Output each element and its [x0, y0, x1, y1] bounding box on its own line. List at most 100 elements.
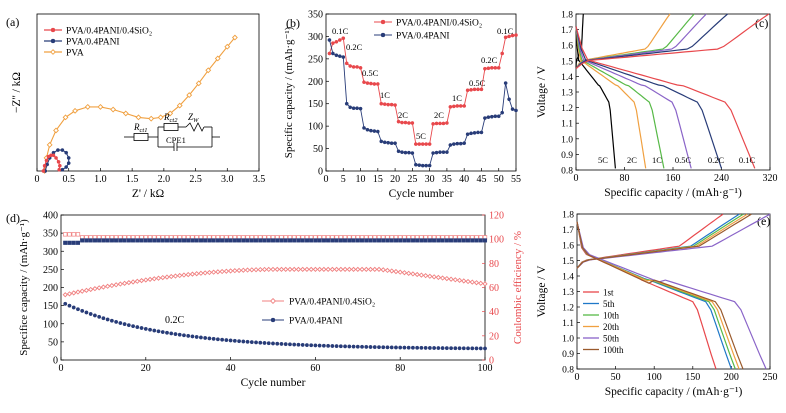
- capacity-point-sio2: [376, 266, 382, 273]
- data-point: [431, 122, 435, 126]
- capacity-point-sio2: [266, 266, 272, 273]
- data-point: [469, 87, 473, 92]
- y-axis-title: Voltage / V: [536, 265, 548, 318]
- ce-point-pani: [351, 238, 356, 243]
- data-point: [337, 38, 342, 42]
- capacity-point-pani: [326, 343, 331, 348]
- x-tick-label: 320: [763, 173, 778, 184]
- capacity-point-sio2: [202, 270, 208, 276]
- capacity-point-sio2: [177, 272, 183, 279]
- ce-point-pani: [296, 238, 301, 243]
- capacity-point-sio2: [227, 268, 234, 274]
- capacity-point-pani: [394, 345, 398, 350]
- capacity-point-sio2: [130, 279, 136, 285]
- capacity-point-sio2: [448, 276, 454, 282]
- ce-point-pani: [97, 238, 102, 243]
- data-point: [486, 115, 491, 120]
- capacity-point-sio2: [414, 271, 420, 278]
- data-point: [500, 110, 505, 115]
- x-tick-label: 30: [425, 174, 435, 185]
- capacity-point-pani: [122, 322, 127, 327]
- ce-point-pani: [398, 238, 403, 243]
- x-tick-label: 55: [511, 174, 521, 185]
- capacity-point-pani: [347, 344, 352, 349]
- legend-marker: [380, 19, 386, 25]
- capacity-point-pani: [368, 345, 373, 349]
- ce-point-pani: [131, 238, 136, 243]
- capacity-point-sio2: [338, 266, 344, 273]
- data-point: [400, 120, 404, 125]
- y-tick-label: 0.9: [562, 350, 574, 360]
- data-point: [438, 121, 442, 126]
- ce-point-pani: [71, 240, 76, 245]
- data-point: [420, 163, 425, 168]
- data-point: [195, 80, 202, 87]
- ce-point-pani: [343, 238, 348, 243]
- capacity-point-pani: [334, 344, 339, 349]
- data-point: [503, 81, 508, 85]
- chart-panel-c: 0 80 160 240 320 0.8 0.9 1.0 1.1 1.2 1.3 1.4 1.5 1.6 1…: [536, 11, 778, 200]
- capacity-point-pani: [410, 345, 415, 350]
- ce-point-pani: [169, 238, 174, 243]
- ce-point-pani: [410, 238, 415, 243]
- data-point: [493, 114, 498, 119]
- capacity-point-pani: [432, 346, 437, 350]
- data-point: [434, 121, 439, 126]
- data-point: [344, 101, 349, 106]
- circuit-label-sub: ct2: [170, 117, 179, 124]
- capacity-point-pani: [266, 341, 271, 346]
- data-point: [57, 167, 62, 172]
- discharge-curve: [576, 221, 736, 370]
- capacity-point-sio2: [155, 275, 162, 281]
- capacity-point-sio2: [346, 266, 352, 273]
- data-point: [424, 142, 429, 146]
- data-point: [496, 114, 501, 119]
- capacity-point-pani: [377, 345, 381, 350]
- data-point: [167, 110, 174, 117]
- legend-label: PVA/0.4PANI: [396, 32, 450, 42]
- ce-point-pani: [436, 238, 441, 243]
- data-point: [157, 114, 164, 121]
- capacity-point-sio2: [401, 270, 408, 276]
- x-tick-label: 80: [395, 363, 405, 374]
- capacity-point-pani: [355, 344, 360, 349]
- capacity-point-pani: [262, 341, 267, 345]
- capacity-point-pani: [258, 340, 263, 345]
- panel-label-a: (a): [6, 15, 19, 29]
- legend-marker: [50, 27, 56, 33]
- capacity-point-sio2: [113, 282, 119, 288]
- capacity-point-sio2: [397, 269, 403, 275]
- legend-label: PVA/0.4PANI/0.4SiO₂: [66, 27, 152, 37]
- data-point: [507, 97, 511, 102]
- y-tick-label: 1.4: [562, 273, 574, 283]
- data-point: [479, 130, 484, 135]
- data-point: [441, 150, 446, 155]
- ce-point-pani: [317, 238, 322, 243]
- data-point: [455, 104, 460, 108]
- ce-point-pani: [326, 238, 331, 243]
- capacity-point-pani: [220, 337, 225, 342]
- capacity-point-pani: [343, 344, 348, 349]
- y2-tick-label: 120: [489, 211, 504, 222]
- capacity-point-sio2: [215, 269, 221, 275]
- capacity-point-pani: [126, 323, 131, 328]
- data-point: [400, 150, 404, 155]
- data-point: [393, 141, 397, 146]
- data-point: [445, 121, 449, 125]
- capacity-point-sio2: [372, 266, 378, 273]
- capacity-point-sio2: [283, 266, 289, 273]
- capacity-point-pani: [249, 340, 254, 345]
- data-point: [358, 106, 363, 111]
- y-tick-label: 0.8: [562, 366, 574, 376]
- x-tick-label: 100: [478, 363, 493, 374]
- capacity-point-pani: [398, 345, 403, 350]
- capacity-point-sio2: [473, 280, 480, 286]
- ce-point-pani: [207, 238, 212, 243]
- y-tick-label: 1.3: [561, 89, 573, 99]
- capacity-point-pani: [228, 338, 233, 343]
- x-tick-label: 1.0: [94, 174, 107, 185]
- capacity-point-pani: [63, 301, 68, 306]
- ce-point-pani: [368, 238, 373, 243]
- plot-frame: [325, 13, 517, 172]
- y2-tick-label: 0: [489, 356, 494, 367]
